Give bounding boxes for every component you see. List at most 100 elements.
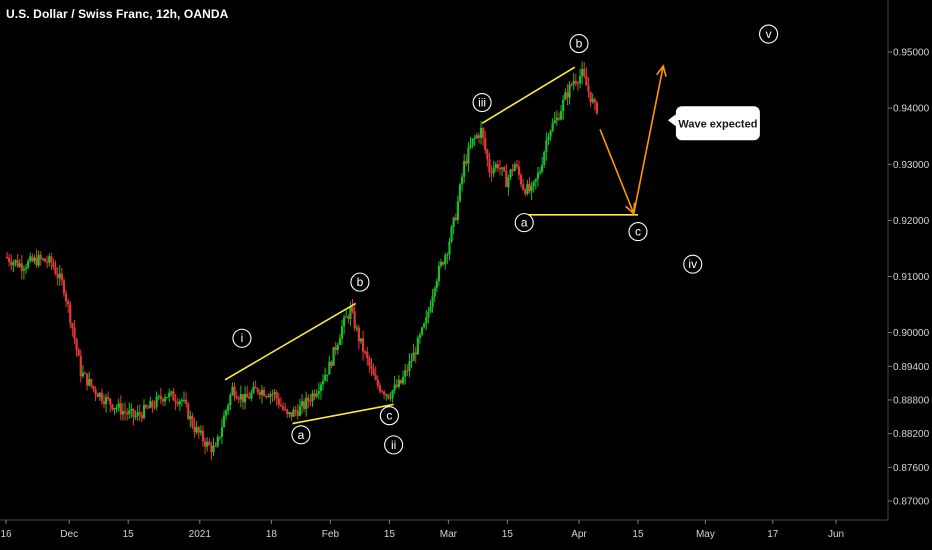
candle [370,358,373,376]
candle [197,426,200,439]
candle-body [14,260,17,263]
candle [126,408,129,421]
candle-body [450,226,453,242]
candle-body [568,84,571,98]
candle-body [564,92,567,100]
candle-body [203,441,207,447]
time-tick-label: 18 [266,529,278,540]
wave-label-text: i [241,331,244,345]
wave-label: b [350,272,370,292]
candle [507,174,510,196]
candle-body [340,326,344,339]
candle [484,130,487,154]
candle-body [195,427,198,433]
candle [431,289,434,313]
candle-body [279,404,283,407]
candle-body [347,316,350,319]
candle [187,401,190,421]
candle [35,249,38,268]
candle-body [572,80,575,85]
candle [536,166,540,188]
projection-arrowhead-down [625,202,636,216]
candle [439,258,443,269]
candle [208,438,211,446]
candle-body [5,256,9,259]
price-tick-label: 0.89400 [893,362,930,373]
price-tick-label: 0.87000 [893,497,930,508]
candle-body [469,145,472,148]
candle-body [144,405,148,408]
candle [326,374,329,382]
candle [452,216,455,235]
candle [258,389,261,400]
candle-body [482,127,485,139]
candle-body [532,181,535,187]
candle-body [357,327,360,342]
candle [300,394,304,415]
candle [492,160,495,178]
candle-body [536,173,540,179]
candle [39,251,42,266]
candle [543,150,546,168]
candle [587,77,590,98]
wave-label-text: v [766,27,772,41]
candle-body [490,172,493,174]
candle-body [589,91,592,103]
candle-body [237,398,240,400]
candle [227,402,230,415]
candle [201,425,205,447]
candle-body [553,120,556,124]
candle-body [16,260,19,267]
candle-body [243,393,247,403]
candle [136,405,139,421]
candle-body [576,83,580,85]
trendline [481,66,576,124]
candle [20,255,23,280]
candle-body [284,409,287,411]
candle-body [465,160,468,164]
candle [170,390,173,397]
candle [14,259,17,267]
candle [210,441,213,461]
candle-body [210,444,213,453]
candle [359,338,363,345]
candle [393,375,396,395]
candle-body [18,263,21,267]
candle-body [29,256,32,262]
candle-body [225,410,228,416]
candle-body [265,395,268,397]
candle-body [517,166,521,175]
candle [591,93,594,104]
candle-body [484,138,487,151]
candle-body [252,386,255,393]
candle [418,332,422,344]
wave-label: a [291,425,311,445]
candle-body [486,150,489,160]
wave-label-text: b [357,275,364,289]
candle-body [104,397,108,405]
wave-label: c [379,406,399,426]
candle-body [138,412,141,415]
candle-body [595,102,599,114]
candle [570,82,573,87]
candle-body [121,411,125,415]
candle-body [86,373,89,386]
candle-body [254,386,257,389]
candle-body [524,189,527,194]
candle-body [488,159,491,173]
candle-body [81,372,84,377]
candle-body [201,430,205,442]
candle-body [351,306,354,312]
price-axis-background [889,0,932,520]
candle [8,254,11,267]
candle-body [56,274,59,278]
candle-body [166,397,169,399]
candle-body [258,391,261,395]
candle [195,420,198,435]
price-tick-label: 0.95000 [893,48,930,59]
candle [383,389,386,400]
candle-body [395,384,398,387]
candle-body [442,262,445,265]
